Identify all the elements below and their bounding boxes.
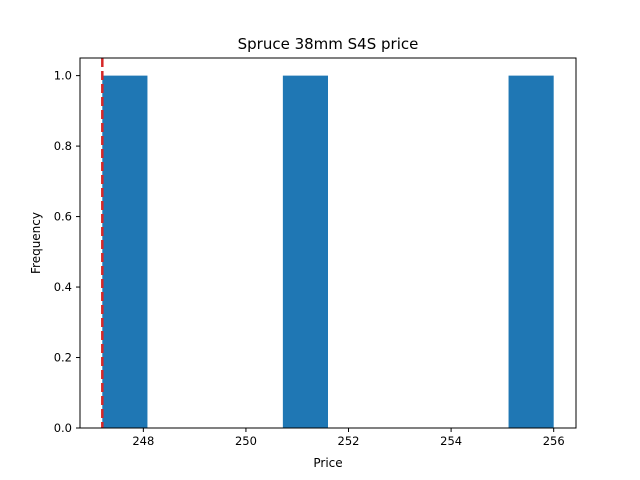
y-tick-label: 0.4 xyxy=(54,280,72,294)
y-tick-label: 0.6 xyxy=(54,210,72,224)
x-axis-ticks: 248 250 252 254 256 xyxy=(132,428,565,448)
y-axis-ticks: 0.0 0.2 0.4 0.6 0.8 1.0 xyxy=(54,69,80,435)
y-tick-label: 1.0 xyxy=(54,69,72,83)
chart-title: Spruce 38mm S4S price xyxy=(238,35,419,53)
y-tick-label: 0.2 xyxy=(54,351,72,365)
x-tick-label: 248 xyxy=(132,434,154,448)
histogram-bar-0 xyxy=(102,75,148,428)
x-tick-label: 256 xyxy=(543,434,565,448)
y-tick-label: 0.0 xyxy=(54,421,72,435)
x-tick-label: 250 xyxy=(235,434,257,448)
x-axis-label: Price xyxy=(313,456,342,470)
bars-group xyxy=(102,75,554,428)
histogram-bar-9 xyxy=(508,75,554,428)
y-axis-label: Frequency xyxy=(29,212,43,274)
axes-frame xyxy=(79,57,577,429)
histogram-bar-4 xyxy=(282,75,328,428)
y-tick-label: 0.8 xyxy=(54,139,72,153)
x-tick-label: 252 xyxy=(338,434,360,448)
x-tick-label: 254 xyxy=(440,434,462,448)
